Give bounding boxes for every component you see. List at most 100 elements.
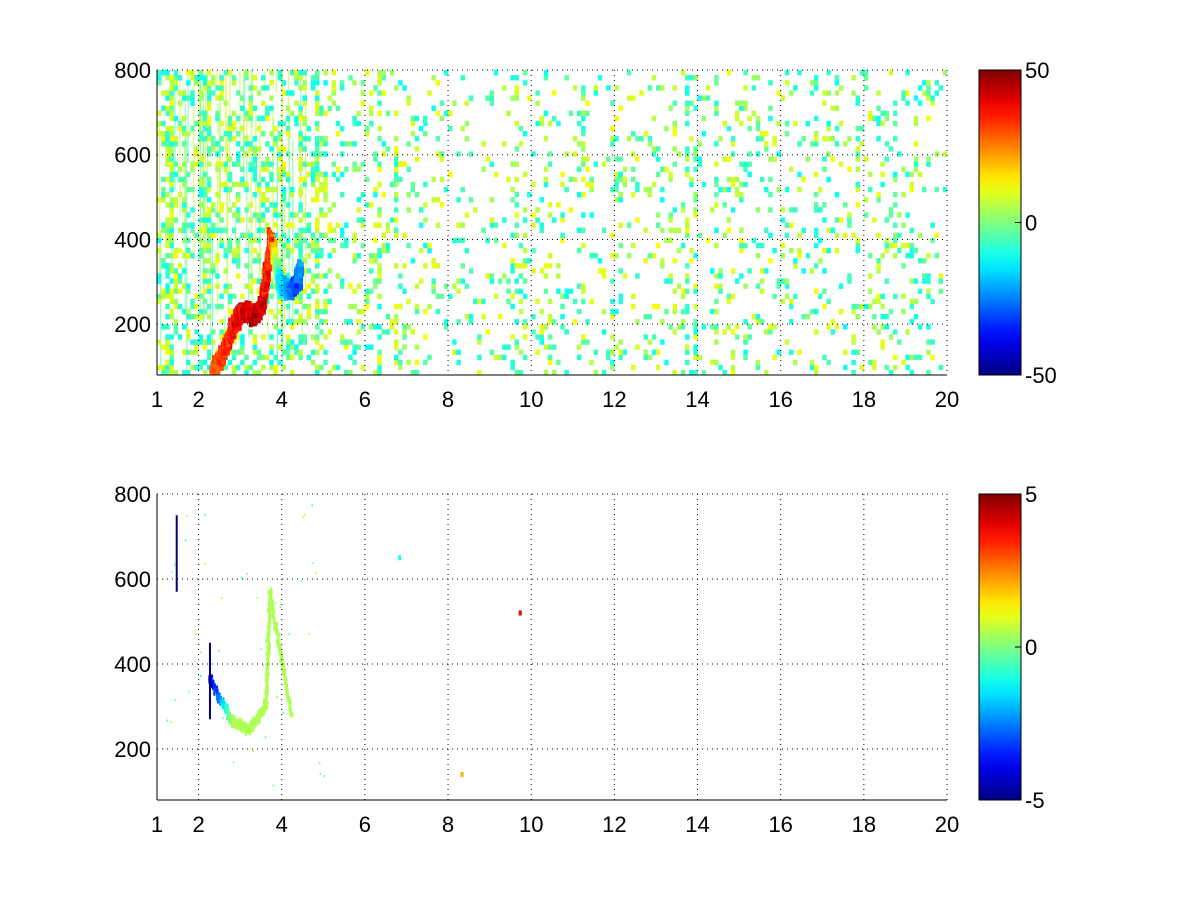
heatmap-cell [581, 131, 586, 137]
heatmap-cell [169, 369, 174, 375]
heatmap-cell [290, 212, 295, 218]
heatmap-cell [240, 125, 245, 132]
heatmap-cell [909, 171, 915, 178]
heatmap-cell [231, 181, 237, 188]
heatmap-cell [302, 176, 307, 183]
heatmap-cell [315, 161, 320, 167]
heatmap-cell [635, 319, 640, 325]
feature-cell [237, 725, 240, 730]
feature-cell [268, 230, 273, 238]
heatmap-cell [518, 273, 524, 279]
heatmap-cell [394, 207, 399, 213]
heatmap-cell [855, 242, 860, 249]
heatmap-cell [581, 298, 586, 305]
heatmap-cell [402, 85, 407, 91]
heatmap-cell [485, 95, 490, 101]
heatmap-cell [435, 151, 441, 157]
heatmap-cell [198, 334, 204, 340]
heatmap-cell [302, 258, 307, 264]
heatmap-cell [697, 156, 702, 162]
heatmap-cell [240, 293, 245, 300]
heatmap-cell [518, 242, 524, 249]
heatmap-cell [784, 186, 790, 193]
heatmap-cell [200, 651, 202, 654]
heatmap-cell [331, 364, 337, 371]
feature-cell [234, 724, 237, 729]
heatmap-cell [888, 207, 894, 213]
heatmap-cell [373, 253, 378, 259]
heatmap-cell [277, 146, 283, 152]
heatmap-cell [165, 283, 170, 289]
feature-cell [231, 718, 234, 723]
heatmap-cell [198, 237, 204, 244]
heatmap-cell [298, 110, 303, 117]
heatmap-cell [876, 293, 881, 300]
heatmap-cell [522, 247, 528, 254]
heatmap-cell [169, 227, 174, 233]
heatmap-cell [913, 354, 919, 361]
heatmap-cell [269, 359, 274, 366]
feature-cell [210, 682, 213, 687]
heatmap-cell [219, 303, 224, 310]
heatmap-cell [161, 70, 166, 76]
heatmap-cell [618, 349, 623, 355]
heatmap-cell [493, 222, 499, 228]
heatmap-cell [826, 90, 831, 96]
heatmap-cell [410, 186, 416, 193]
heatmap-cell [435, 110, 441, 117]
heatmap-cell [439, 100, 445, 106]
heatmap-cell [373, 85, 378, 91]
heatmap-cell [813, 115, 819, 122]
heatmap-cell [510, 232, 515, 239]
feature-cell [266, 250, 271, 258]
heatmap-cell [360, 80, 366, 86]
heatmap-cell [468, 314, 474, 320]
heatmap-cell [660, 197, 665, 203]
heatmap-cell [385, 247, 391, 254]
heatmap-cell [410, 258, 416, 264]
heatmap-cell [514, 192, 520, 198]
heatmap-cell [186, 288, 191, 294]
heatmap-cell [531, 181, 536, 188]
heatmap-cell [181, 176, 187, 183]
heatmap-cell [302, 80, 307, 86]
heatmap-cell [169, 85, 174, 91]
heatmap-cell [938, 85, 944, 91]
heatmap-cell [298, 247, 303, 254]
heatmap-cell [394, 217, 399, 223]
heatmap-cell [190, 349, 195, 355]
heatmap-cell [622, 166, 628, 172]
heatmap-cell [227, 349, 233, 355]
heatmap-cell [173, 247, 179, 254]
heatmap-cell [631, 293, 636, 300]
heatmap-cell [377, 263, 382, 269]
heatmap-cell [323, 197, 328, 203]
heatmap-cell [165, 176, 170, 183]
heatmap-cell [402, 324, 407, 330]
heatmap-cell [302, 212, 307, 218]
heatmap-cell [206, 197, 212, 203]
heatmap-cell [219, 181, 224, 188]
heatmap-cell [256, 354, 262, 361]
heatmap-cell [161, 364, 166, 371]
heatmap-cell [169, 197, 174, 203]
heatmap-cell [211, 75, 216, 81]
heatmap-cell [876, 298, 881, 305]
heatmap-cell [813, 171, 819, 178]
heatmap-cell [614, 171, 619, 178]
heatmap-cell [190, 161, 195, 167]
heatmap-cell [169, 146, 174, 152]
heatmap-cell [909, 247, 915, 254]
heatmap-cell [855, 125, 860, 132]
heatmap-cell [751, 110, 757, 117]
heatmap-cell [934, 253, 939, 259]
heatmap-cell [826, 151, 831, 157]
heatmap-cell [352, 359, 357, 366]
feature-cell [266, 273, 271, 281]
heatmap-cell [884, 115, 890, 122]
heatmap-cell [868, 288, 873, 294]
heatmap-cell [743, 105, 748, 111]
heatmap-cell [514, 95, 520, 101]
heatmap-cell [364, 70, 370, 76]
heatmap-cell [252, 156, 258, 162]
